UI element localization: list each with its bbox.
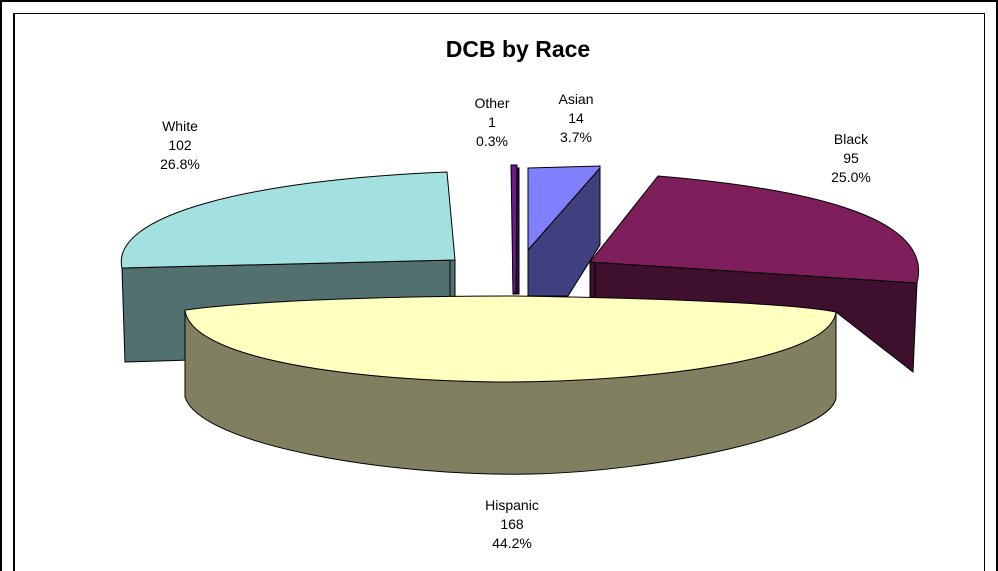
slice-hispanic-top <box>184 295 837 383</box>
slice-other-top <box>510 164 518 294</box>
chart-title: DCB by Race <box>446 36 590 62</box>
window-border-left <box>0 0 2 571</box>
window-border-right <box>996 0 998 571</box>
slice-white-top <box>120 171 456 269</box>
label-other-name: Other <box>474 95 509 111</box>
label-other-percent: 0.3% <box>476 133 508 149</box>
slice-asian-top <box>527 165 601 252</box>
label-black-percent: 25.0% <box>831 169 871 185</box>
slice-black-inner-side <box>589 261 596 299</box>
label-black: Black 95 25.0% <box>831 131 871 185</box>
label-black-name: Black <box>834 131 869 147</box>
label-hispanic-value: 168 <box>500 516 524 532</box>
label-black-value: 95 <box>843 150 859 166</box>
label-hispanic: Hispanic 168 44.2% <box>485 497 539 551</box>
label-white: White 102 26.8% <box>160 118 200 172</box>
label-asian-name: Asian <box>558 91 593 107</box>
label-asian-percent: 3.7% <box>560 129 592 145</box>
label-hispanic-name: Hispanic <box>485 497 539 513</box>
label-white-value: 102 <box>168 137 192 153</box>
slice-black-top <box>589 175 920 284</box>
label-asian-value: 14 <box>568 110 584 126</box>
slice-black <box>589 175 920 373</box>
slice-asian <box>527 165 601 297</box>
label-white-percent: 26.8% <box>160 156 200 172</box>
slice-other <box>510 164 520 295</box>
slice-hispanic <box>184 295 837 475</box>
label-hispanic-percent: 44.2% <box>492 535 532 551</box>
label-other-value: 1 <box>488 114 496 130</box>
label-white-name: White <box>162 118 198 134</box>
window-border-top <box>0 0 998 2</box>
label-asian: Asian 14 3.7% <box>558 91 593 145</box>
label-other: Other 1 0.3% <box>474 95 509 149</box>
